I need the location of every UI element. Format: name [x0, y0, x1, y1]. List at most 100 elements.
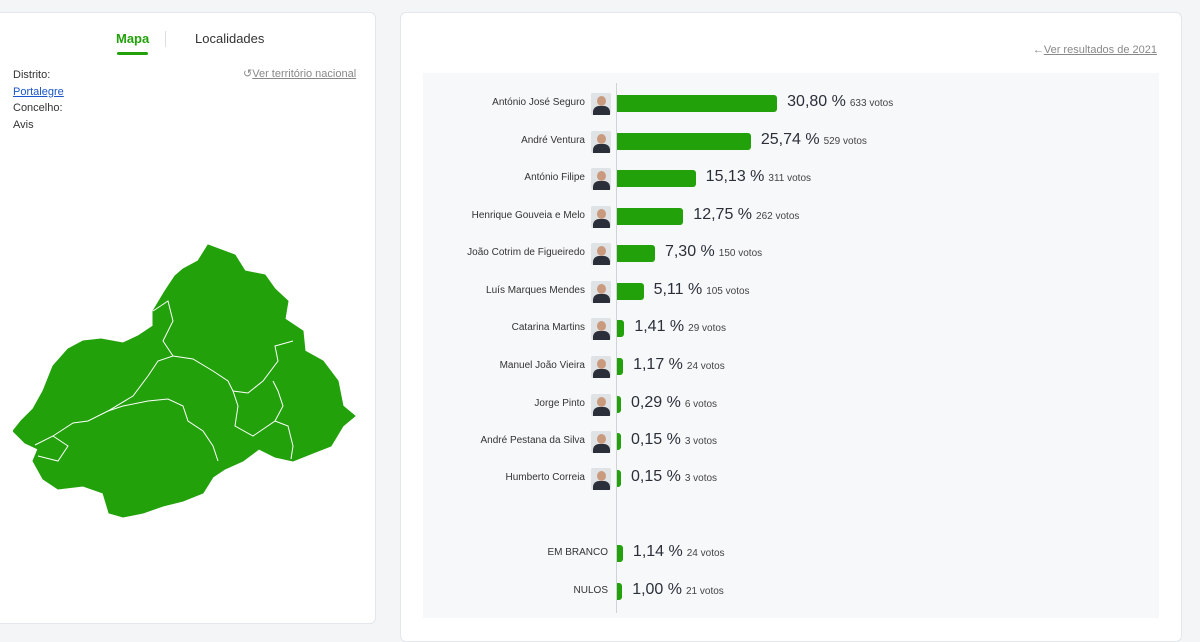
results-panel: ←Ver resultados de 2021 António José Seg… — [400, 12, 1182, 642]
result-value: 0,15 % 3 votos — [631, 468, 717, 486]
municipality-map[interactable] — [13, 231, 363, 521]
candidate-photo — [591, 356, 611, 378]
candidate-name: Manuel João Vieira — [499, 360, 585, 371]
percentage-label: 30,80 % — [787, 93, 846, 110]
result-row: Manuel João Vieira 1,17 % 24 votos — [423, 354, 1159, 380]
tab-divider — [165, 31, 166, 47]
result-bar — [617, 396, 621, 413]
votes-label: 150 votos — [718, 248, 763, 259]
map-border — [232, 380, 284, 437]
result-value: 1,41 % 29 votos — [634, 318, 726, 336]
result-value: 0,29 % 6 votos — [631, 394, 717, 412]
candidate-name: João Cotrim de Figueiredo — [467, 247, 585, 258]
candidate-photo — [591, 318, 611, 340]
percentage-label: 25,74 % — [760, 131, 820, 148]
candidate-photo — [591, 394, 611, 416]
percentage-label: 1,14 % — [632, 543, 683, 560]
map-border — [107, 398, 219, 462]
percentage-label: 1,00 % — [632, 581, 682, 598]
result-bar — [617, 433, 621, 450]
candidate-name: Catarina Martins — [511, 322, 585, 333]
result-value: 15,13 % 311 votos — [706, 168, 811, 186]
percentage-label: 7,30 % — [664, 243, 715, 260]
percentage-label: 1,41 % — [634, 318, 685, 335]
candidate-name: Henrique Gouveia e Melo — [471, 210, 585, 221]
arrow-left-icon: ← — [1032, 44, 1044, 56]
result-row: NULOS 1,00 % 21 votos — [423, 579, 1159, 605]
percentage-label: 1,17 % — [633, 356, 683, 373]
result-bar — [617, 470, 621, 487]
votes-label: 105 votos — [706, 286, 750, 297]
tab-localities[interactable]: Localidades — [195, 31, 265, 46]
undo-icon: ↺ — [243, 68, 253, 80]
result-value: 25,74 % 529 votos — [761, 131, 867, 149]
candidate-name: Luís Marques Mendes — [486, 285, 585, 296]
result-row: Humberto Correia 0,15 % 3 votos — [423, 466, 1159, 492]
map-border — [37, 435, 69, 462]
votes-label: 29 votos — [688, 323, 726, 334]
votes-label: 633 votos — [849, 98, 894, 109]
percentage-label: 0,29 % — [631, 394, 681, 411]
tab-map[interactable]: Mapa — [116, 31, 150, 55]
candidate-photo — [591, 243, 611, 265]
result-bar — [617, 95, 778, 112]
district-label: Distrito: — [13, 69, 51, 81]
results-chart: António José Seguro 30,80 % 633 votos André… — [423, 73, 1159, 618]
map-panel: Mapa Localidades Distrito: Portalegre Co… — [0, 12, 376, 624]
percentage-label: 5,11 % — [653, 281, 703, 298]
votes-label: 3 votos — [684, 436, 718, 447]
result-value: 1,14 % 24 votos — [633, 543, 725, 561]
candidate-name: André Ventura — [521, 135, 585, 146]
percentage-label: 15,13 % — [705, 168, 765, 185]
percentage-label: 0,15 % — [631, 431, 681, 448]
location-info: Distrito: Portalegre Concelho: Avis — [13, 67, 64, 133]
votes-label: 529 votos — [823, 136, 867, 147]
votes-label: 24 votos — [686, 361, 725, 372]
map-region[interactable] — [13, 244, 356, 518]
result-row: EM BRANCO 1,14 % 24 votos — [423, 541, 1159, 567]
result-value: 5,11 % 105 votos — [654, 281, 750, 299]
result-row: André Ventura 25,74 % 529 votos — [423, 129, 1159, 155]
map-border — [172, 340, 294, 394]
result-row: Jorge Pinto 0,29 % 6 votos — [423, 392, 1159, 418]
result-value: 30,80 % 633 votos — [787, 93, 893, 111]
result-value: 0,15 % 3 votos — [631, 431, 717, 449]
result-value: 1,17 % 24 votos — [633, 356, 725, 374]
candidate-name: Jorge Pinto — [534, 398, 585, 409]
result-row: Catarina Martins 1,41 % 29 votos — [423, 316, 1159, 342]
candidate-name: NULOS — [573, 585, 608, 596]
result-row: António José Seguro 30,80 % 633 votos — [423, 91, 1159, 117]
result-bar — [617, 358, 624, 375]
result-row: André Pestana da Silva 0,15 % 3 votos — [423, 429, 1159, 455]
national-territory-link[interactable]: ↺Ver território nacional — [243, 68, 357, 80]
map-border — [274, 420, 294, 460]
result-value: 12,75 % 262 votos — [693, 206, 799, 224]
result-bar — [617, 283, 644, 300]
result-bar — [617, 583, 623, 600]
votes-label: 6 votos — [684, 399, 718, 410]
result-row: Henrique Gouveia e Melo 12,75 % 262 votos — [423, 204, 1159, 230]
result-bar — [617, 170, 696, 187]
previous-results-link[interactable]: ←Ver resultados de 2021 — [1032, 44, 1157, 56]
percentage-label: 0,15 % — [631, 468, 681, 485]
candidate-photo — [591, 281, 611, 303]
votes-label: 311 votos — [768, 173, 812, 184]
district-link[interactable]: Portalegre — [13, 85, 64, 98]
votes-label: 24 votos — [686, 548, 725, 559]
candidate-name: André Pestana da Silva — [480, 435, 585, 446]
municipality-label: Concelho: — [13, 102, 63, 114]
percentage-label: 12,75 % — [693, 206, 753, 223]
result-row: João Cotrim de Figueiredo 7,30 % 150 votos — [423, 241, 1159, 267]
candidate-photo — [591, 93, 611, 115]
result-bar — [617, 245, 655, 262]
result-row: António Filipe 15,13 % 311 votos — [423, 166, 1159, 192]
chart-axis — [616, 83, 617, 613]
result-value: 1,00 % 21 votos — [632, 581, 724, 599]
candidate-name: EM BRANCO — [547, 547, 608, 558]
candidate-photo — [591, 431, 611, 453]
candidate-name: António José Seguro — [492, 97, 585, 108]
result-bar — [617, 545, 623, 562]
result-bar — [617, 133, 751, 150]
municipality-name: Avis — [13, 118, 34, 131]
candidate-name: Humberto Correia — [505, 472, 585, 483]
